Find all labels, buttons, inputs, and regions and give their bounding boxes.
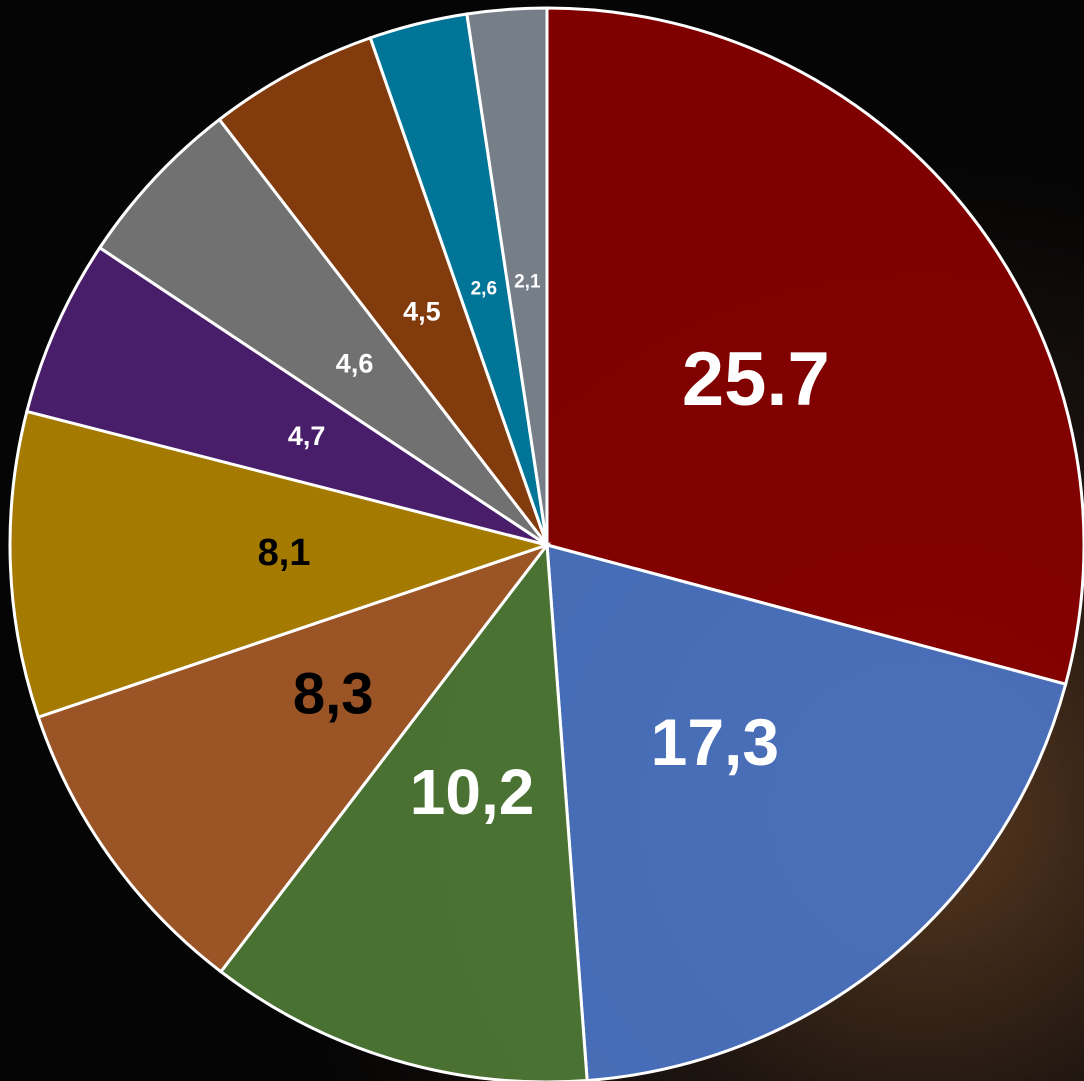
data-label: 17,3 [651,705,779,779]
data-label: 4,7 [288,421,326,451]
pie-slice [25,245,548,547]
data-label: 8,3 [293,662,374,727]
data-label: 2,6 [471,279,497,300]
pie-slice [465,6,549,546]
data-label: 10,2 [410,756,535,828]
data-label: 2,1 [514,272,541,293]
pie-slice [217,35,549,546]
data-label: 8,1 [258,532,311,574]
pie-slice [218,540,589,1081]
pie-slice [545,543,1068,1081]
data-label: 4,6 [336,349,374,379]
pie: 25.7 17,3 10,2 8,3 8,1 4,7 4,6 4,5 2,6 2,1 [8,6,1084,1081]
pie-slice [36,542,552,974]
pie-slice [97,117,549,547]
pie-slice [8,409,553,720]
data-label: 4,5 [403,297,441,327]
data-label: 25.7 [682,337,830,422]
